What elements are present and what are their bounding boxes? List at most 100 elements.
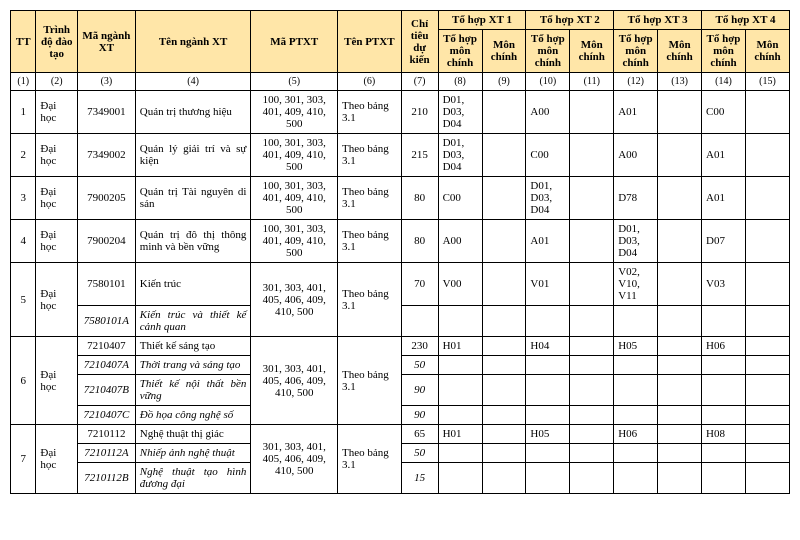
- ten: Quản lý giải trí và sự kiện: [135, 134, 251, 177]
- m4: [745, 406, 789, 425]
- ma: 7210407B: [78, 375, 136, 406]
- m1: [482, 375, 526, 406]
- m3: [658, 406, 702, 425]
- x2: C00: [526, 134, 570, 177]
- x2: A00: [526, 91, 570, 134]
- maptxt: 100, 301, 303, 401, 409, 410, 500: [251, 91, 338, 134]
- x2: [526, 375, 570, 406]
- cn: (1): [11, 73, 36, 91]
- cn: (9): [482, 73, 526, 91]
- ct: 80: [401, 177, 438, 220]
- x1: [438, 444, 482, 463]
- x4: A01: [702, 177, 746, 220]
- x3: A00: [614, 134, 658, 177]
- x1: H01: [438, 337, 482, 356]
- tenptxt: Theo bảng 3.1: [338, 220, 402, 263]
- ten: Nghệ thuật thị giác: [135, 425, 251, 444]
- m4: [745, 375, 789, 406]
- table-row: 4 Đại học 7900204 Quản trị đô thị thông …: [11, 220, 790, 263]
- x3: [614, 375, 658, 406]
- m4: [745, 177, 789, 220]
- x1: [438, 463, 482, 494]
- tenptxt: Theo bảng 3.1: [338, 263, 402, 337]
- maptxt: 301, 303, 401, 405, 406, 409, 410, 500: [251, 263, 338, 337]
- x2: H04: [526, 337, 570, 356]
- m2: [570, 444, 614, 463]
- ma: 7210112: [78, 425, 136, 444]
- ten: Thiết kế nội thất bền vững: [135, 375, 251, 406]
- table-row: 6 Đại học 7210407 Thiết kế sáng tạo 301,…: [11, 337, 790, 356]
- m3: [658, 444, 702, 463]
- x2: [526, 444, 570, 463]
- ten: Nghệ thuật tạo hình đương đại: [135, 463, 251, 494]
- m4: [745, 91, 789, 134]
- table-row: 1 Đại học 7349001 Quản trị thương hiệu 1…: [11, 91, 790, 134]
- ct: 70: [401, 263, 438, 306]
- ct: 50: [401, 356, 438, 375]
- x3: H05: [614, 337, 658, 356]
- x4: [702, 406, 746, 425]
- ct: 230: [401, 337, 438, 356]
- m4: [745, 134, 789, 177]
- cn: (14): [702, 73, 746, 91]
- m1: [482, 463, 526, 494]
- ten: Thiết kế sáng tạo: [135, 337, 251, 356]
- tt: 7: [11, 425, 36, 494]
- m3: [658, 306, 702, 337]
- m1: [482, 356, 526, 375]
- x2: V01: [526, 263, 570, 306]
- x2: [526, 306, 570, 337]
- ma: 7900204: [78, 220, 136, 263]
- m3: [658, 263, 702, 306]
- m4: [745, 444, 789, 463]
- maptxt: 100, 301, 303, 401, 409, 410, 500: [251, 220, 338, 263]
- tt: 5: [11, 263, 36, 337]
- h-mon3: Môn chính: [658, 30, 702, 73]
- h-tennganh: Tên ngành XT: [135, 11, 251, 73]
- ten: Quản trị đô thị thông minh và bền vững: [135, 220, 251, 263]
- cn: (2): [36, 73, 78, 91]
- cn: (13): [658, 73, 702, 91]
- m2: [570, 263, 614, 306]
- x3: D01, D03, D04: [614, 220, 658, 263]
- h-mon2: Môn chính: [570, 30, 614, 73]
- m1: [482, 177, 526, 220]
- maptxt: 100, 301, 303, 401, 409, 410, 500: [251, 177, 338, 220]
- x2: A01: [526, 220, 570, 263]
- ma: 7900205: [78, 177, 136, 220]
- m1: [482, 263, 526, 306]
- tt: 4: [11, 220, 36, 263]
- h-chitieu: Chỉ tiêu dự kiến: [401, 11, 438, 73]
- m1: [482, 91, 526, 134]
- x3: [614, 463, 658, 494]
- trinh: Đại học: [36, 177, 78, 220]
- ten: Quản trị Tài nguyên di sản: [135, 177, 251, 220]
- m3: [658, 356, 702, 375]
- trinh: Đại học: [36, 134, 78, 177]
- m2: [570, 463, 614, 494]
- ct: [401, 306, 438, 337]
- trinh: Đại học: [36, 263, 78, 337]
- x3: [614, 444, 658, 463]
- ten: Đồ họa công nghệ số: [135, 406, 251, 425]
- x1: [438, 375, 482, 406]
- tenptxt: Theo bảng 3.1: [338, 91, 402, 134]
- x3: [614, 306, 658, 337]
- x1: V00: [438, 263, 482, 306]
- ct: 15: [401, 463, 438, 494]
- x4: H06: [702, 337, 746, 356]
- x2: D01, D03, D04: [526, 177, 570, 220]
- m4: [745, 463, 789, 494]
- maptxt: 100, 301, 303, 401, 409, 410, 500: [251, 134, 338, 177]
- m3: [658, 375, 702, 406]
- ten: Thời trang và sáng tạo: [135, 356, 251, 375]
- m1: [482, 337, 526, 356]
- m3: [658, 177, 702, 220]
- m2: [570, 425, 614, 444]
- ma: 7349001: [78, 91, 136, 134]
- tenptxt: Theo bảng 3.1: [338, 425, 402, 494]
- ma: 7349002: [78, 134, 136, 177]
- ct: 50: [401, 444, 438, 463]
- tt: 1: [11, 91, 36, 134]
- x4: [702, 356, 746, 375]
